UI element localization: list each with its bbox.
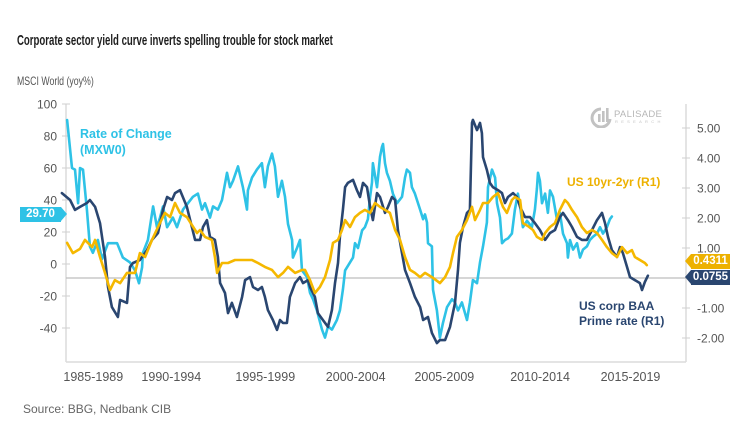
last-value-callout-msci-roc: 29.70: [20, 207, 67, 222]
x-tick-label: 1985-1989: [63, 370, 123, 384]
y2-tick-label: 3.00: [697, 181, 721, 195]
y2-tick-label: -1.00: [697, 301, 725, 315]
logo-subtitle: RESEARCH: [615, 119, 664, 124]
y-tick-label: 100: [37, 97, 57, 111]
logo-name: PALISADE: [614, 109, 663, 120]
series-label-line: Rate of Change: [80, 127, 172, 141]
y2-tick-label: 2.00: [697, 211, 721, 225]
palisade-logo-icon: [590, 107, 612, 128]
x-tick-label: 2000-2004: [326, 370, 386, 384]
chart-title: Corporate sector yield curve inverts spe…: [17, 32, 333, 49]
palisade-research-logo: PALISADE RESEARCH: [589, 106, 669, 128]
y-tick-label: 20: [44, 225, 58, 239]
series-label-baa-prime: US corp BAA Prime rate (R1): [579, 299, 664, 328]
series-line-msci-roc: [65, 118, 614, 339]
series-line-baa-prime: [60, 118, 650, 345]
y-tick-label: 0: [50, 257, 57, 271]
x-tick-label: 2005-2009: [414, 370, 474, 384]
y2-tick-label: 5.00: [697, 121, 721, 135]
last-value-text: 29.70: [26, 208, 55, 220]
series-label-line: (MXW0): [80, 143, 126, 157]
y2-tick-label: -2.00: [697, 331, 725, 345]
series-label-line: US corp BAA: [579, 299, 655, 313]
last-value-text: 0.4311: [693, 255, 728, 267]
last-value-callout-baa-prime: 0.0755: [685, 270, 730, 285]
y-tick-label: 80: [44, 129, 58, 143]
y2-tick-label: 4.00: [697, 151, 721, 165]
series-label-line: Prime rate (R1): [579, 313, 665, 328]
y-tick-label: 40: [44, 193, 58, 207]
y-tick-label: -20: [40, 289, 58, 303]
series-lines: [60, 118, 650, 345]
series-line-us-10y-2y: [65, 191, 649, 295]
last-value-callout-us-10y-2y: 0.4311: [685, 254, 730, 269]
source-note: Source: BBG, Nedbank CIB: [23, 402, 172, 416]
y-tick-label: -40: [40, 321, 58, 335]
y2-tick-label: 1.00: [697, 241, 721, 255]
x-tick-label: 1995-1999: [235, 370, 295, 384]
axis-ticks: 100 80 60 40 20 0 -20 -40 5.00 4.00 3.00 2.00 1.00 -1…: [37, 97, 725, 384]
x-tick-label: 2015-2019: [601, 370, 661, 384]
y-tick-label: 60: [44, 161, 58, 175]
series-label-msci-roc: Rate of Change (MXW0): [80, 126, 172, 158]
series-label-us-10y-2y: US 10yr-2yr (R1): [567, 176, 660, 188]
last-value-text: 0.0755: [692, 271, 729, 283]
series-label-line: US 10yr-2yr (R1): [567, 175, 661, 189]
left-axis-title: MSCI World (yoy%): [17, 74, 94, 88]
x-tick-label: 2010-2014: [510, 370, 570, 384]
x-tick-label: 1990-1994: [141, 370, 201, 384]
